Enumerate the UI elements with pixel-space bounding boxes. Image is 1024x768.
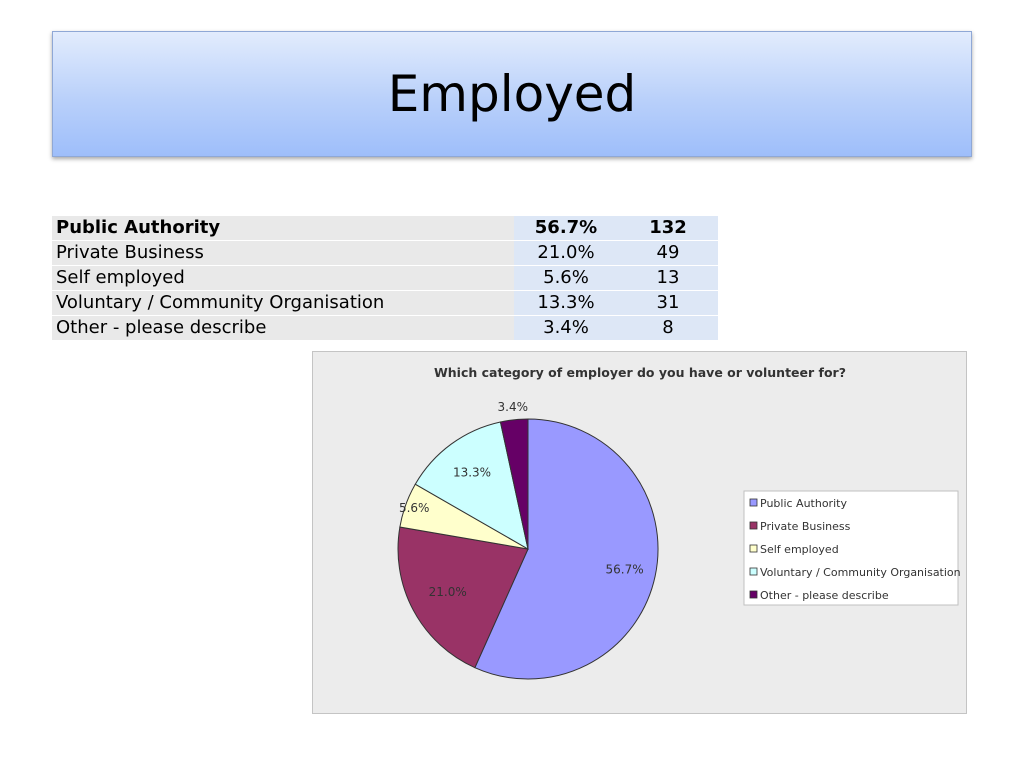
slide-title: Employed: [387, 65, 637, 123]
row-label: Private Business: [52, 240, 514, 266]
legend-swatch: [749, 590, 758, 599]
pie-chart: Which category of employer do you have o…: [312, 351, 967, 714]
legend-swatch: [749, 498, 758, 507]
row-label: Self employed: [52, 265, 514, 291]
table-row: Voluntary / Community Organisation 13.3%…: [52, 290, 718, 316]
legend-label: Private Business: [760, 520, 851, 533]
row-percent: 21.0%: [514, 240, 618, 266]
row-label: Voluntary / Community Organisation: [52, 290, 514, 316]
chart-title: Which category of employer do you have o…: [434, 365, 846, 380]
row-percent: 5.6%: [514, 265, 618, 291]
data-label: 5.6%: [399, 501, 430, 515]
legend-swatch: [749, 521, 758, 530]
data-label: 13.3%: [453, 465, 491, 479]
row-percent: 3.4%: [514, 315, 618, 341]
row-count: 49: [618, 240, 718, 266]
legend-swatch: [749, 544, 758, 553]
summary-table: Public Authority 56.7% 132 Private Busin…: [52, 216, 718, 341]
row-count: 132: [618, 216, 718, 241]
pie-chart-svg: Which category of employer do you have o…: [397, 365, 961, 680]
row-count: 31: [618, 290, 718, 316]
row-label: Other - please describe: [52, 315, 514, 341]
row-label: Public Authority: [52, 216, 514, 241]
legend-swatch: [749, 567, 758, 576]
legend-label: Self employed: [760, 543, 839, 556]
row-count: 8: [618, 315, 718, 341]
data-label: 56.7%: [606, 563, 644, 577]
legend-label: Voluntary / Community Organisation: [760, 566, 961, 579]
pie-slice: [474, 418, 659, 680]
row-percent: 13.3%: [514, 290, 618, 316]
data-label: 3.4%: [498, 400, 529, 414]
legend-label: Public Authority: [760, 497, 847, 510]
pie-slice: [499, 418, 529, 550]
table-row: Public Authority 56.7% 132: [52, 216, 718, 241]
row-percent: 56.7%: [514, 216, 618, 241]
pie-slice: [397, 526, 529, 669]
title-box: Employed: [52, 31, 972, 157]
legend: [743, 490, 959, 606]
pie-slice: [414, 421, 529, 550]
legend-label: Other - please describe: [760, 589, 889, 602]
table-row: Private Business 21.0% 49: [52, 240, 718, 266]
row-count: 13: [618, 265, 718, 291]
data-label: 21.0%: [429, 585, 467, 599]
table-row: Other - please describe 3.4% 8: [52, 315, 718, 341]
table-row: Self employed 5.6% 13: [52, 265, 718, 291]
